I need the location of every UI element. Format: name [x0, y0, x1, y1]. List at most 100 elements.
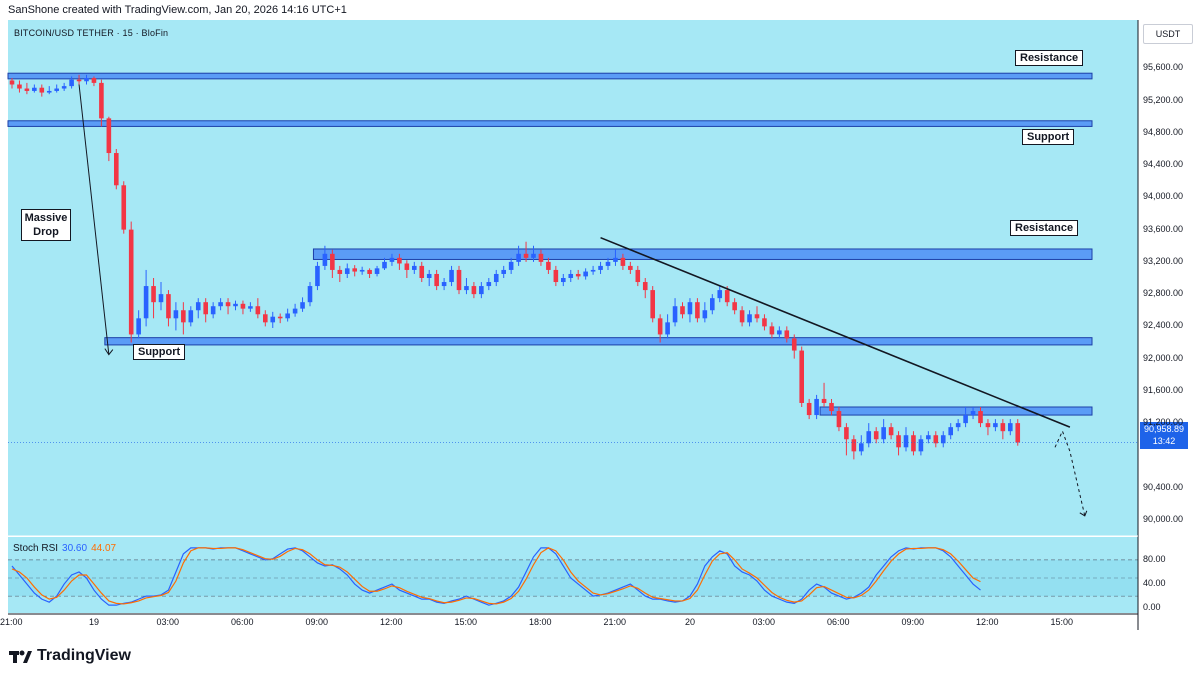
candle [657, 314, 663, 343]
candle-body [926, 435, 931, 440]
candle-body [918, 439, 924, 452]
candle-body [970, 411, 976, 416]
candle-body [352, 268, 357, 272]
candle-body [657, 318, 663, 335]
candle-body [479, 286, 484, 295]
candle [426, 269, 432, 287]
candle-body [732, 302, 737, 311]
price-tick-label: 90,400.00 [1143, 481, 1184, 492]
candle [553, 265, 559, 287]
candle-body [158, 294, 164, 303]
candle [367, 268, 372, 278]
candle [1015, 419, 1021, 446]
zones-layer [7, 72, 1093, 416]
candle-body [695, 302, 700, 319]
candle-body [166, 294, 171, 319]
candle [166, 290, 171, 327]
candle [404, 260, 410, 278]
price-tick-label: 92,800.00 [1143, 288, 1184, 299]
candle [993, 419, 998, 432]
candle-body [114, 153, 119, 186]
candle-body [814, 398, 819, 416]
price-tick-label: 94,000.00 [1143, 191, 1184, 202]
candle-body [218, 302, 223, 307]
candle-body [940, 435, 946, 444]
candle [963, 407, 968, 428]
candle-body [531, 253, 536, 258]
rsi-tick-label: 0.00 [1143, 602, 1161, 613]
candle [136, 310, 141, 339]
candle-body [441, 282, 447, 287]
candle [784, 326, 790, 343]
price-tick-label: 91,200.00 [1143, 417, 1184, 428]
candle [17, 80, 22, 93]
candle [344, 263, 350, 278]
rsi-band-fill [8, 559, 1138, 597]
candle-body [106, 118, 112, 154]
candle [225, 298, 231, 315]
zone-1 [7, 120, 1093, 127]
currency-selector[interactable]: USDT [1143, 24, 1193, 44]
resistance-label-mid: Resistance [1010, 220, 1079, 236]
candle-body [322, 253, 328, 266]
time-tick-label: 19 [88, 617, 99, 627]
candle-body [985, 423, 991, 428]
candle-body [315, 265, 320, 287]
candle [508, 257, 514, 274]
candle [158, 282, 164, 311]
candle [501, 265, 506, 278]
candle-body [225, 302, 231, 307]
time-tick-label: 21:00 [603, 617, 626, 627]
candle-body [263, 314, 268, 323]
candle [955, 419, 961, 432]
candle-body [665, 322, 670, 335]
candle [851, 435, 857, 460]
stoch-rsi-legend[interactable]: Stoch RSI 30.60 44.07 [13, 543, 116, 554]
candle [300, 297, 305, 312]
candle-body [948, 427, 953, 436]
candle-body [508, 261, 514, 270]
candle-body [181, 310, 186, 323]
candle [76, 74, 82, 85]
candle [285, 308, 290, 322]
candle-body [553, 269, 559, 283]
candle-body [136, 318, 141, 335]
time-tick-label: 12:00 [379, 617, 403, 627]
candle-body [84, 78, 89, 82]
candle [799, 346, 804, 407]
candle-body [791, 338, 797, 351]
candle [173, 302, 179, 331]
candle [106, 116, 112, 162]
candle-body [1015, 423, 1021, 443]
candle-body [240, 303, 246, 309]
price-tick-label: 92,400.00 [1143, 320, 1184, 331]
time-tick-label: 03:00 [752, 617, 775, 627]
candle [203, 298, 208, 323]
last-price-value: 90,958.89 [1143, 424, 1185, 434]
candle [292, 303, 298, 317]
candle [769, 322, 775, 339]
candle-body [546, 261, 551, 270]
candle [449, 265, 454, 287]
candle [710, 294, 715, 315]
candle [39, 84, 45, 97]
candle-body [397, 257, 402, 264]
candle [948, 423, 953, 440]
candle-body [464, 286, 469, 291]
candle-body [330, 253, 335, 270]
candle-body [762, 318, 767, 327]
candle [1000, 419, 1006, 440]
candle-body [702, 310, 708, 319]
candle-body [672, 306, 678, 323]
candle [516, 245, 521, 266]
candle-body [613, 257, 618, 262]
time-tick-label: 15:00 [1050, 617, 1073, 627]
candle-body [583, 271, 588, 277]
candle [665, 314, 670, 339]
candle [91, 76, 97, 87]
candle-body [76, 79, 82, 82]
downtrend-line [600, 236, 1071, 428]
candle [866, 423, 872, 448]
candle-body [121, 185, 127, 230]
